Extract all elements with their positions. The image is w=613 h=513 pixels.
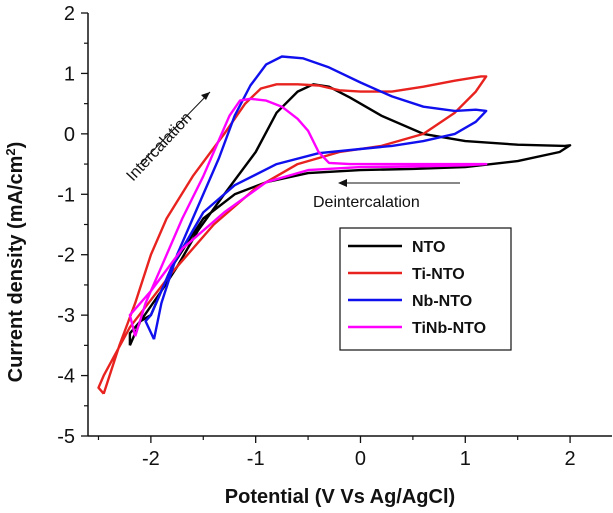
series-line-nb-nto (144, 55, 488, 340)
y-axis-title-main: Current density (mA/cm (5, 156, 27, 383)
legend-box (339, 227, 512, 351)
legend-label-nb-nto: Nb-NTO (412, 293, 472, 310)
y-tick-label: -1 (57, 184, 75, 206)
x-tick-label: -2 (142, 448, 160, 470)
y-axis-title-superscript: 2 (3, 148, 18, 155)
axes: -2 -1 0 1 2 -5 -4 -3 -2 -1 0 1 2 (57, 3, 612, 470)
intercalation-arrow-head (201, 92, 210, 100)
legend-label-ti-nto: Ti-NTO (412, 266, 465, 283)
y-axis-title-end: ) (5, 142, 27, 149)
x-axis-title: Potential (V Vs Ag/AgCl) (225, 486, 455, 508)
y-tick-label: -5 (57, 426, 75, 448)
x-tick-label: 0 (355, 448, 366, 470)
legend: NTO Ti-NTO Nb-NTO TiNb-NTO (339, 227, 512, 351)
plot-area (97, 55, 572, 395)
intercalation-arrow-line (139, 91, 211, 165)
x-tick-label: -1 (247, 448, 265, 470)
y-axis-title: Current density (mA/cm2) (3, 142, 27, 383)
x-tick-label: 1 (460, 448, 471, 470)
y-tick-label: 1 (64, 63, 75, 85)
deintercalation-arrow-head (338, 179, 347, 187)
deintercalation-annotation: Deintercalation (313, 179, 460, 211)
series-line-ti-nto (97, 75, 488, 395)
intercalation-label: Intercalation (123, 109, 195, 184)
legend-label-nto: NTO (412, 239, 445, 256)
y-tick-label: -4 (57, 366, 75, 388)
series-line-tinb-nto (128, 97, 488, 337)
x-tick-label: 2 (565, 448, 576, 470)
y-tick-label: -2 (57, 245, 75, 267)
series-line-nto (128, 83, 572, 346)
y-tick-label: -3 (57, 305, 75, 327)
legend-label-tinb-nto: TiNb-NTO (412, 320, 486, 337)
y-tick-label: 2 (64, 3, 75, 25)
deintercalation-label: Deintercalation (313, 194, 420, 211)
y-tick-label: 0 (64, 124, 75, 146)
